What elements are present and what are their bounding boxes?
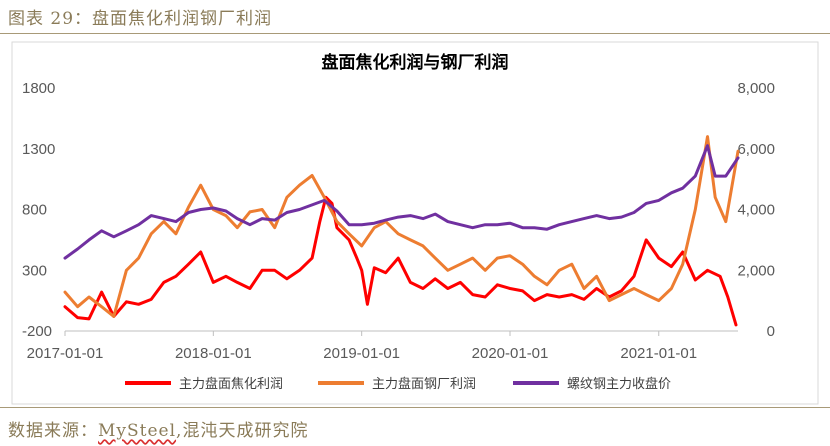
figure-caption: 图表 29：盘面焦化利润钢厂利润 (8, 9, 273, 29)
y-left-tick-label: 300 (22, 262, 47, 279)
y-left-tick-label: 1800 (22, 80, 55, 97)
x-tick-label: 2021-01-01 (620, 345, 697, 362)
legend-label: 主力盘面焦化利润 (179, 376, 283, 392)
y-right-tick-label: 2,000 (737, 262, 775, 279)
legend: 主力盘面焦化利润 主力盘面钢厂利润 螺纹钢主力收盘价 (125, 376, 671, 392)
x-axis: 2017-01-01 2018-01-01 2019-01-01 2020-01-01… (27, 331, 697, 362)
legend-label: 螺纹钢主力收盘价 (567, 376, 671, 392)
series-line-steel-profit (63, 135, 740, 318)
x-tick-label: 2020-01-01 (472, 345, 549, 362)
y-right-tick-label: 4,000 (737, 202, 775, 219)
y-left-tick-label: 800 (22, 202, 47, 219)
series-layer (63, 135, 740, 327)
y-left-tick-label: 1300 (22, 141, 55, 158)
x-tick-label: 2018-01-01 (175, 345, 252, 362)
x-tick-label: 2019-01-01 (323, 345, 400, 362)
source-suffix: ,混沌天成研究院 (176, 421, 309, 441)
y-axis-left: 1800 1300 800 300 -200 (22, 80, 55, 340)
source-prefix: 数据来源： (8, 421, 98, 441)
series-line-rebar-price (63, 144, 740, 260)
legend-label: 主力盘面钢厂利润 (372, 376, 476, 392)
y-right-tick-label: 8,000 (737, 80, 775, 97)
chart-title: 盘面焦化利润与钢厂利润 (322, 52, 509, 73)
y-right-tick-label: 6,000 (737, 141, 775, 158)
series-line-coke-profit (63, 195, 738, 327)
top-divider (0, 33, 830, 34)
bottom-divider (0, 407, 830, 408)
chart-frame (11, 41, 819, 405)
y-axis-right: 8,000 6,000 4,000 2,000 0 (737, 80, 775, 340)
x-tick-label: 2017-01-01 (27, 345, 104, 362)
y-left-tick-label: -200 (22, 323, 52, 340)
chart: 盘面焦化利润与钢厂利润 2017-01-01 2018-01-01 2019-01-… (11, 41, 819, 405)
source-note: 数据来源：MySteel,混沌天成研究院 (8, 416, 308, 441)
source-brand: MySteel (98, 421, 177, 441)
y-right-tick-label: 0 (767, 323, 775, 340)
